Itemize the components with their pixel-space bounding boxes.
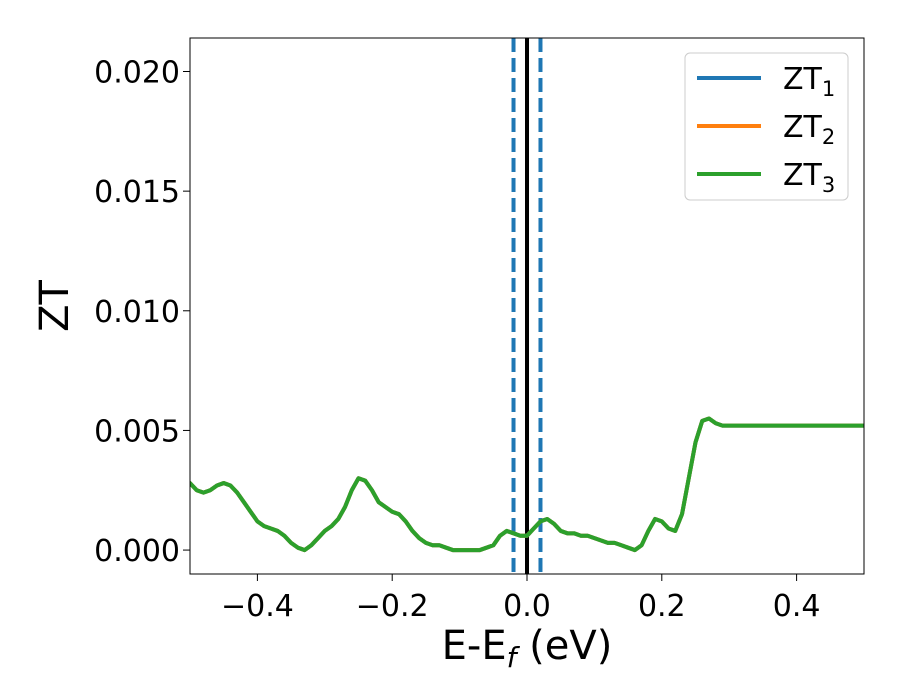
x-tick-label: 0.2: [638, 589, 686, 624]
legend-label: ZT2: [783, 110, 835, 149]
x-axis-label: E-Ef (eV): [442, 623, 613, 674]
legend-box: [684, 52, 849, 201]
legend-label: ZT1: [783, 62, 835, 101]
y-tick-label: 0.005: [94, 414, 180, 449]
y-tick-label: 0.010: [94, 295, 180, 330]
legend-label: ZT3: [783, 158, 835, 197]
y-axis-ticks: 0.000 0.005 0.010 0.015 0.020: [94, 56, 190, 569]
reference-lines: [511, 38, 543, 574]
y-axis-label: ZT: [32, 280, 78, 332]
y-tick-label: 0.015: [94, 175, 180, 210]
series-line-zt3: [190, 416, 864, 553]
x-tick-label: 0.4: [773, 589, 821, 624]
legend: ZT1 ZT2 ZT3: [684, 52, 849, 201]
y-tick-label: 0.000: [94, 534, 180, 569]
x-axis-ticks: −0.4 −0.2 0.0 0.2 0.4: [221, 574, 820, 624]
series-layer: [190, 416, 864, 553]
x-tick-label: −0.2: [356, 589, 429, 624]
x-tick-label: −0.4: [221, 589, 294, 624]
x-tick-label: 0.0: [503, 589, 551, 624]
y-tick-label: 0.020: [94, 56, 180, 91]
